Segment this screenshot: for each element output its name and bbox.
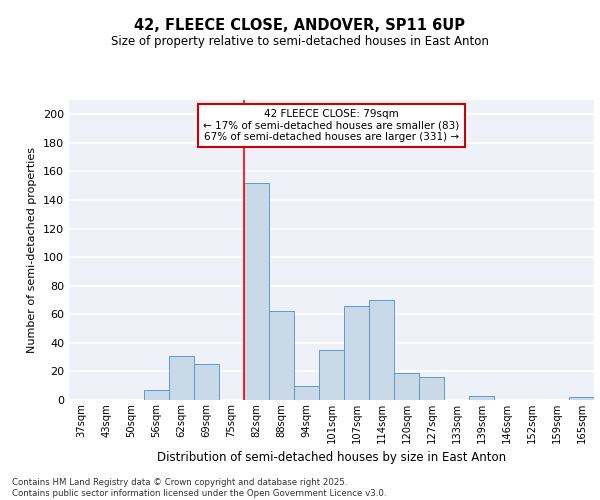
Bar <box>469 396 494 400</box>
Bar <box>344 306 369 400</box>
Bar <box>194 364 219 400</box>
Bar <box>319 350 344 400</box>
Bar <box>269 312 294 400</box>
Text: Size of property relative to semi-detached houses in East Anton: Size of property relative to semi-detach… <box>111 35 489 48</box>
Bar <box>419 377 444 400</box>
Text: 42 FLEECE CLOSE: 79sqm
← 17% of semi-detached houses are smaller (83)
67% of sem: 42 FLEECE CLOSE: 79sqm ← 17% of semi-det… <box>203 109 460 142</box>
Bar <box>294 386 319 400</box>
Text: Contains HM Land Registry data © Crown copyright and database right 2025.
Contai: Contains HM Land Registry data © Crown c… <box>12 478 386 498</box>
Bar <box>369 300 394 400</box>
Y-axis label: Number of semi-detached properties: Number of semi-detached properties <box>28 147 37 353</box>
Bar <box>169 356 194 400</box>
X-axis label: Distribution of semi-detached houses by size in East Anton: Distribution of semi-detached houses by … <box>157 452 506 464</box>
Bar <box>569 397 594 400</box>
Bar <box>394 373 419 400</box>
Bar <box>244 183 269 400</box>
Text: 42, FLEECE CLOSE, ANDOVER, SP11 6UP: 42, FLEECE CLOSE, ANDOVER, SP11 6UP <box>134 18 466 32</box>
Bar <box>144 390 169 400</box>
